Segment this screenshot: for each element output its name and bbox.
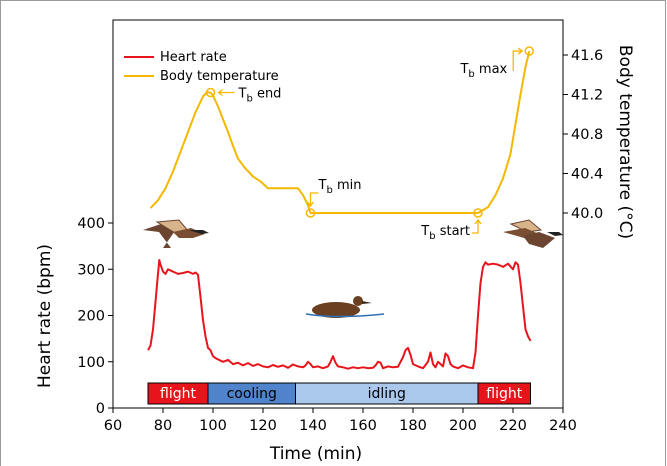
annotation-marker — [205, 87, 216, 98]
phase-label-idling: idling — [368, 386, 406, 402]
x-tick-label: 80 — [154, 418, 172, 434]
x-tick-label: 140 — [299, 418, 327, 434]
annotation-arrow — [217, 89, 235, 97]
flying-duck-left-icon — [143, 219, 209, 248]
x-tick-label: 240 — [549, 418, 577, 434]
x-axis-label: Time (min) — [269, 444, 362, 464]
body-temperature-line — [149, 50, 531, 214]
x-tick-label: 60 — [104, 418, 122, 434]
annotation-marker — [305, 208, 316, 218]
x-tick-label: 220 — [499, 418, 527, 434]
legend: Heart rate Body temperature — [124, 50, 279, 84]
swimming-duck-icon — [305, 296, 385, 318]
annotation-arrow — [472, 218, 482, 234]
x-tick-label: 120 — [249, 418, 277, 434]
annotation-arrow — [512, 47, 524, 72]
flying-duck-right-icon — [503, 219, 563, 248]
y-left-tick-label: 400 — [77, 216, 105, 232]
phase-bar-flight — [477, 382, 531, 405]
y-right-tick-label: 41.2 — [571, 88, 603, 104]
annotation-label: Tb end — [238, 87, 282, 105]
y-right-tick-label: 41.6 — [571, 48, 603, 64]
legend-label-body-temperature: Body temperature — [160, 69, 279, 84]
y-left-tick-label: 300 — [77, 262, 105, 278]
y-left-axis-label: Heart rate (bpm) — [35, 244, 55, 388]
phase-label-cooling: cooling — [227, 386, 277, 402]
x-tick-label: 200 — [449, 418, 477, 434]
y-right-tick-label: 40.4 — [571, 167, 603, 183]
x-tick-label: 160 — [349, 418, 377, 434]
x-tick-label: 180 — [399, 418, 427, 434]
y-right-axis-label: Body temperature (°C) — [615, 45, 635, 239]
plot-frame — [112, 19, 564, 409]
annotation-label: Tb start — [420, 224, 470, 242]
y-left-tick-label: 200 — [77, 309, 105, 325]
heart-rate-line — [147, 259, 532, 370]
y-right-tick-label: 40.0 — [571, 206, 603, 222]
annotation-marker — [524, 46, 534, 56]
annotation-label: Tb max — [459, 62, 507, 80]
annotation-arrow — [306, 192, 319, 208]
y-left-tick-label: 0 — [96, 401, 105, 417]
annotation-marker — [473, 208, 483, 218]
phase-label-flight: flight — [486, 386, 522, 402]
x-tick-label: 100 — [199, 418, 227, 434]
y-right-tick-label: 40.8 — [571, 127, 603, 143]
phase-label-flight: flight — [160, 386, 196, 402]
y-left-tick-label: 100 — [77, 355, 105, 371]
annotation-label: Tb min — [318, 178, 362, 196]
legend-label-heart-rate: Heart rate — [160, 50, 227, 65]
